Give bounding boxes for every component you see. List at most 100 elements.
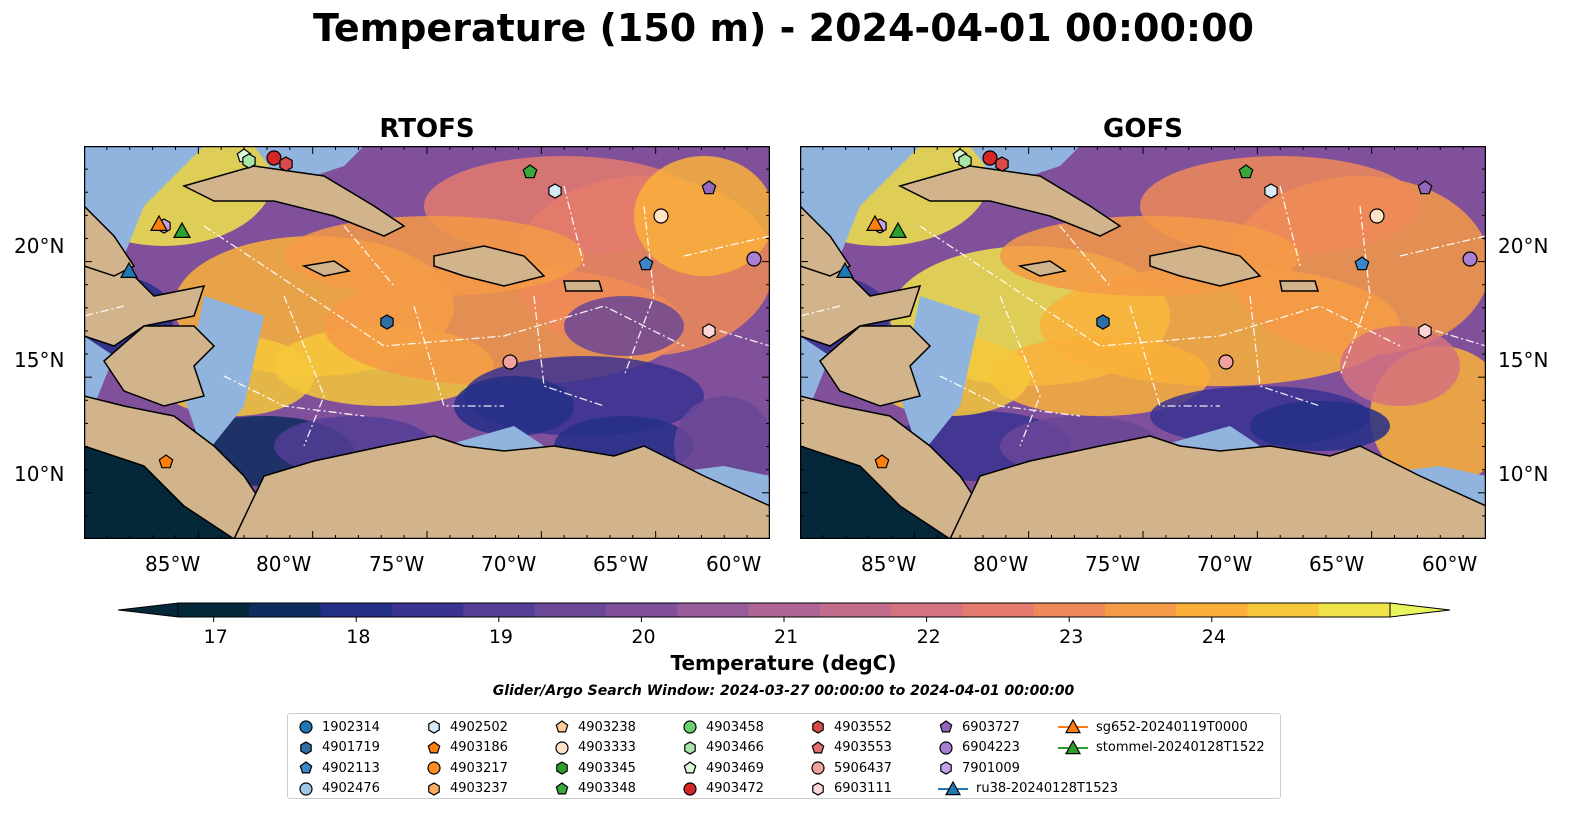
float-marker-4902113 [1354,256,1370,271]
legend-item: 4903458 [682,717,764,737]
legend-label: 4903186 [450,740,508,755]
legend-label: 4903553 [834,740,892,755]
hexagon-icon [812,781,824,796]
hexagon-icon [428,720,440,734]
float-marker-4901719 [1096,314,1110,330]
pentagon-icon [939,720,953,733]
colorbar-swatch [748,603,821,617]
x-tick: 75°W [369,552,425,576]
legend-item: 4902476 [298,779,380,799]
circle-icon [427,761,441,775]
search-window-text: Glider/Argo Search Window: 2024-03-27 00… [492,683,1075,699]
colorbar-swatch [391,603,464,617]
y-tick-right: 15°N [1498,348,1549,372]
legend-item: sg652-20240119T0000 [1058,717,1248,737]
pentagon-icon [555,720,569,733]
pentagon-icon [555,781,569,794]
y-tick-left: 15°N [14,348,65,372]
glider-marker-ru38-20240128T1523 [835,261,855,278]
colorbar-tick: 21 [774,626,799,648]
y-tick-left: 10°N [14,462,65,486]
circle-icon [939,740,953,755]
circle-icon [939,740,953,755]
colorbar-tick: 24 [1201,626,1226,648]
hexagon-icon [684,740,696,755]
legend-item: 4903333 [554,738,636,758]
legend-item: 4902113 [298,758,380,778]
panel-title-gofs: GOFS [1103,114,1183,144]
legend-item: 4903345 [554,758,636,778]
legend-item: 4903186 [426,738,508,758]
hexagon-icon [428,781,440,796]
colorbar-swatch [534,603,607,617]
legend-item: 4903553 [810,738,892,758]
hexagon-icon [940,761,952,775]
colorbar-tick: 18 [346,626,371,648]
pentagon-icon [427,740,441,753]
float-marker-4903466 [242,153,256,169]
legend-label: 4903217 [450,760,508,776]
legend-item: stommel-20240128T1522 [1058,738,1265,758]
circle-icon [299,720,313,734]
hexagon-icon [556,761,568,775]
colorbar-swatch [1176,603,1248,617]
colorbar-tick: 19 [488,626,513,648]
hexagon-icon [812,720,824,734]
legend-item: 6904223 [938,738,1020,758]
float-marker-4903186 [158,454,174,469]
colorbar-swatch [1033,603,1106,617]
float-marker-4903552 [279,156,293,172]
triangle-icon [1058,719,1088,734]
map-panel-gofs [800,146,1486,539]
hexagon-icon [812,781,824,796]
legend-label: sg652-20240119T0000 [1096,719,1248,735]
float-marker-6903111 [1418,323,1432,339]
legend-label: 6904223 [962,740,1020,755]
legend-label: 4903237 [450,781,508,796]
colorbar-swatch [890,603,963,617]
legend-label: 4903345 [578,760,636,776]
float-marker-4903552 [995,156,1009,172]
pentagon-icon [427,740,441,753]
colorbar-swatch [463,603,535,617]
legend-label: 6903727 [962,719,1020,735]
colorbar [118,602,1451,622]
pentagon-icon [811,740,825,753]
colorbar-swatch [819,603,892,617]
x-tick: 85°W [145,552,201,576]
circle-icon [299,781,313,796]
circle-icon [555,740,569,755]
float-marker-4903186 [874,454,890,469]
x-tick: 65°W [593,552,649,576]
pentagon-icon [683,761,697,774]
x-tick: 70°W [1197,552,1253,576]
y-tick-left: 20°N [14,234,65,258]
float-marker-4903333 [653,208,669,224]
pentagon-icon [939,720,953,733]
legend-item: 4903348 [554,779,636,799]
colorbar-tick: 17 [203,626,228,648]
legend: 1902314 4901719 4902113 4902476 4902502 49031… [287,713,1281,799]
hexagon-icon [428,781,440,796]
float-marker-6903727 [1417,180,1433,195]
legend-item: 4903466 [682,738,764,758]
float-marker-6904223 [746,251,762,267]
hexagon-icon [428,720,440,734]
float-marker-6904223 [1462,251,1478,267]
triangle-icon [938,780,968,795]
map-panel-rtofs [84,146,770,539]
triangle-icon [1058,739,1088,754]
circle-icon [683,720,697,734]
circle-icon [683,781,697,796]
colorbar-swatch [320,603,393,617]
legend-item: 4901719 [298,738,380,758]
pentagon-icon [811,740,825,753]
x-tick: 80°W [256,552,312,576]
float-marker-4901719 [380,314,394,330]
legend-item: 4903217 [426,758,508,778]
float-marker-6903727 [701,180,717,195]
hexagon-icon [556,761,568,775]
pentagon-icon [299,761,313,774]
x-tick: 80°W [973,552,1029,576]
circle-icon [811,761,825,775]
